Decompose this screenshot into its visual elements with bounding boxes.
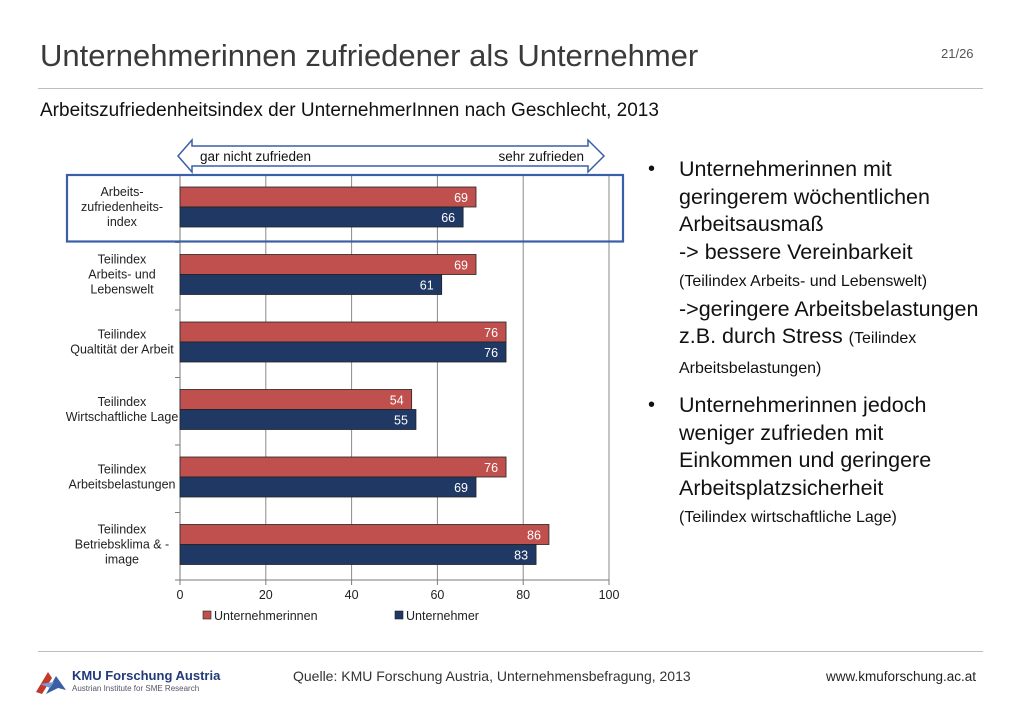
highlight-box: [65, 173, 625, 243]
data-label: 76: [484, 461, 498, 475]
legend-label: Unternehmerinnen: [214, 609, 318, 623]
x-tick-label: 60: [430, 588, 444, 602]
category-label: Arbeits- und: [88, 268, 155, 282]
kmu-logo-icon: [36, 672, 66, 694]
category-label: Teilindex: [98, 328, 147, 342]
page-title: Unternehmerinnen zufriedener als Unterne…: [40, 38, 699, 73]
kmu-logo: KMU Forschung Austria Austrian Institute…: [34, 664, 220, 698]
scale-right-label: sehr zufrieden: [498, 149, 584, 164]
bar-unternehmer: [179, 206, 464, 228]
data-label: 61: [420, 279, 434, 293]
category-label: Lebenswelt: [90, 283, 154, 297]
logo-name: KMU Forschung Austria: [72, 668, 221, 683]
category-label: Teilindex: [98, 463, 147, 477]
category-label: Teilindex: [98, 395, 147, 409]
data-label: 54: [390, 394, 404, 408]
data-label: 69: [454, 259, 468, 273]
bar-unternehmerinnen: [179, 254, 477, 275]
legend-label: Unternehmer: [406, 609, 479, 623]
source-note: Quelle: KMU Forschung Austria, Unternehm…: [293, 668, 691, 684]
bar-unternehmer: [179, 274, 443, 295]
website-url: www.kmuforschung.ac.at: [826, 669, 977, 684]
bar-unternehmerinnen: [179, 389, 413, 410]
data-label: 76: [484, 346, 498, 360]
data-label: 86: [527, 529, 541, 543]
category-label: Betriebsklima & -: [75, 538, 169, 552]
category-label: Arbeitsbelastungen: [68, 478, 175, 492]
category-label: zufriedenheits-: [81, 200, 163, 214]
bar-unternehmer: [179, 476, 477, 498]
category-label: Teilindex: [98, 523, 147, 537]
bar-unternehmer: [179, 341, 507, 363]
bar-unternehmerinnen: [179, 321, 507, 343]
bullet-text: ->geringere Arbeitsbelastungen z.B. durc…: [679, 296, 979, 349]
chart-subtitle: Arbeitszufriedenheitsindex der Unternehm…: [40, 100, 659, 121]
data-label: 76: [484, 326, 498, 340]
x-tick-label: 100: [599, 588, 620, 602]
category-label: image: [105, 553, 139, 567]
x-tick-label: 0: [177, 588, 184, 602]
scale-left-label: gar nicht zufrieden: [200, 149, 311, 164]
bullet-text: -> bessere Vereinbarkeit: [679, 239, 913, 264]
category-label: Qualtität der Arbeit: [70, 343, 174, 357]
logo-subtitle: Austrian Institute for SME Research: [72, 684, 200, 693]
bullet-text: (Teilindex Arbeitsbelastungen): [679, 330, 917, 377]
category-label: Teilindex: [98, 253, 147, 267]
bullet-text: Unternehmerinnen mit geringerem wöchentl…: [679, 157, 930, 236]
x-tick-label: 20: [259, 588, 273, 602]
category-label: Arbeits-: [100, 185, 143, 199]
top-divider: [38, 88, 983, 89]
bar-unternehmerinnen: [179, 524, 550, 545]
bar-unternehmer: [179, 544, 537, 565]
x-tick-label: 40: [345, 588, 359, 602]
data-label: 69: [454, 481, 468, 495]
legend-swatch: [394, 610, 404, 620]
x-tick-label: 80: [516, 588, 530, 602]
data-label: 66: [441, 211, 455, 225]
data-label: 83: [514, 549, 528, 563]
bullet-list: Unternehmerinnen mit geringerem wöchentl…: [646, 156, 981, 532]
bullet-item: Unternehmerinnen mit geringerem wöchentl…: [646, 156, 981, 382]
data-label: 69: [454, 191, 468, 205]
bullet-item: Unternehmerinnen jedoch weniger zufriede…: [646, 392, 981, 532]
bottom-divider: [38, 651, 983, 652]
scale-arrow: [177, 138, 606, 174]
legend-swatch: [202, 610, 212, 620]
bullet-text: Unternehmerinnen jedoch weniger zufriede…: [679, 393, 932, 500]
bullet-text: (Teilindex wirtschaftliche Lage): [679, 509, 897, 526]
bar-unternehmerinnen: [179, 456, 507, 478]
bullet-text: (Teilindex Arbeits- und Lebenswelt): [679, 273, 928, 290]
category-label: Wirtschaftliche Lage: [66, 410, 179, 424]
data-label: 55: [394, 414, 408, 428]
bar-chart: 0 20 40 60 80 100 69 66 Arbeits-zufriedenheits-i…: [65, 138, 625, 623]
bar-unternehmer: [179, 409, 417, 430]
bar-unternehmerinnen: [179, 186, 477, 208]
page-number: 21/26: [941, 46, 974, 61]
category-label: index: [107, 215, 138, 229]
